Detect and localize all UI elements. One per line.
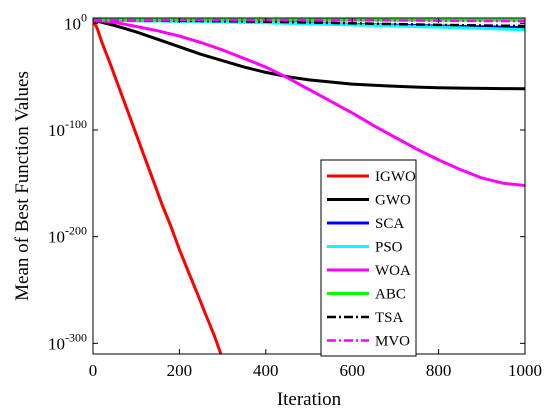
tick-layer: 0 200 400 600 800 1000 100 10-100 10-200 10-300 [48, 10, 542, 380]
y-tick-label: 10-200 [48, 224, 87, 247]
x-tick-label: 400 [253, 361, 279, 380]
legend-label-gwo: GWO [375, 193, 411, 209]
plot-area [93, 18, 525, 354]
y-tick-label: 100 [64, 10, 87, 33]
legend-label-mvo: MVO [375, 334, 410, 350]
x-tick-label: 1000 [508, 361, 542, 380]
x-tick-label: 0 [89, 361, 98, 380]
series-layer [93, 18, 525, 354]
x-tick-label: 600 [339, 361, 365, 380]
x-tick-label: 800 [426, 361, 452, 380]
legend-label-tsa: TSA [375, 310, 404, 326]
series-line-gwo [93, 18, 525, 91]
legend: IGWO GWO SCA PSO WOA ABC TSA MVO [320, 159, 417, 357]
legend-box [320, 159, 417, 357]
legend-label-igwo: IGWO [375, 169, 416, 185]
legend-label-abc: ABC [375, 287, 406, 303]
series-line-woa [93, 18, 525, 187]
x-axis-label: Iteration [277, 389, 342, 410]
y-tick-label: 10-300 [48, 330, 87, 353]
axes-frame [92, 17, 526, 355]
legend-label-woa: WOA [375, 263, 411, 279]
y-axis-label: Mean of Best Function Values [12, 71, 33, 301]
legend-label-sca: SCA [375, 216, 404, 232]
x-tick-label: 200 [167, 361, 193, 380]
legend-label-pso: PSO [375, 240, 403, 256]
series-line-igwo [93, 19, 223, 354]
y-tick-label: 10-100 [48, 117, 87, 140]
series-line-mvo [93, 18, 525, 23]
